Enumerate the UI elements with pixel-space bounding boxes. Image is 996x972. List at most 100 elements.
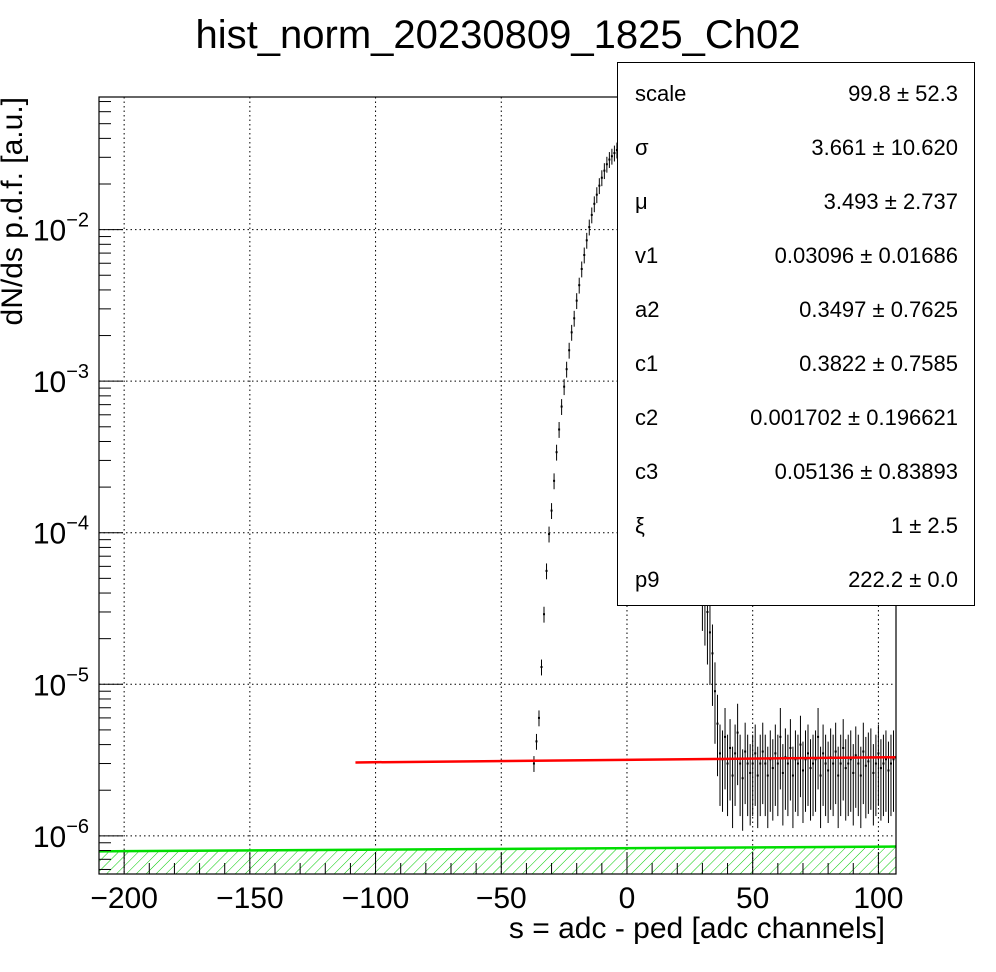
- stats-value: 222.2 ± 0.0: [848, 567, 958, 592]
- data-point: [711, 652, 714, 655]
- data-point: [532, 762, 535, 765]
- stats-row-c3: c3 0.05136 ± 0.83893: [618, 443, 974, 497]
- x-tick-label: 50: [736, 882, 769, 915]
- stats-value: 3.661 ± 10.620: [811, 135, 958, 160]
- data-point: [786, 762, 789, 765]
- data-point: [887, 769, 890, 772]
- data-point: [568, 349, 571, 352]
- y-tick-label: 10−3: [33, 361, 89, 399]
- data-point: [882, 762, 885, 765]
- data-point: [789, 746, 792, 749]
- data-point: [796, 762, 799, 765]
- data-point: [590, 213, 593, 216]
- data-point: [864, 764, 867, 767]
- stats-value: 0.3497 ± 0.7625: [799, 297, 958, 322]
- data-point: [565, 368, 568, 371]
- data-point: [812, 762, 815, 765]
- data-point: [555, 451, 558, 454]
- data-point: [759, 762, 762, 765]
- data-point: [776, 762, 779, 765]
- data-point: [751, 762, 754, 765]
- data-point: [746, 762, 749, 765]
- data-point: [839, 762, 842, 765]
- data-point: [779, 735, 782, 738]
- stats-value: 3.493 ± 2.737: [823, 189, 958, 214]
- data-point: [713, 690, 716, 693]
- stats-value: 0.3822 ± 0.7585: [799, 351, 958, 376]
- data-point: [877, 752, 880, 755]
- data-point: [879, 767, 882, 770]
- stats-value: 0.03096 ± 0.01686: [774, 243, 958, 268]
- stats-row-c1: c1 0.3822 ± 0.7585: [618, 335, 974, 389]
- stats-value: 1 ± 2.5: [890, 513, 958, 538]
- stats-row-c2: c2 0.001702 ± 0.196621: [618, 389, 974, 443]
- data-point: [570, 331, 573, 334]
- data-point: [708, 631, 711, 634]
- data-point: [537, 716, 540, 719]
- y-axis-label: dN/ds p.d.f. [a.u.]: [0, 97, 29, 325]
- data-point: [889, 762, 892, 765]
- y-tick-label: 10−5: [33, 664, 89, 702]
- stats-row-mu: μ 3.493 ± 2.737: [618, 173, 974, 227]
- stats-name: c1: [635, 351, 659, 376]
- stats-row-v1: v1 0.03096 ± 0.01686: [618, 227, 974, 281]
- data-point: [724, 735, 727, 738]
- y-tick-label: 10−2: [33, 210, 89, 248]
- data-point: [791, 774, 794, 777]
- data-point: [706, 610, 709, 613]
- tick-labels: −200 −150 −100 −50 0 50 100 10−6 10−5 10−4 10−3 10−…: [33, 210, 904, 915]
- data-point: [867, 760, 870, 763]
- data-point: [852, 771, 855, 774]
- stats-name: ξ: [635, 513, 645, 538]
- stats-name: scale: [635, 81, 687, 106]
- data-point: [548, 533, 551, 536]
- data-point: [874, 762, 877, 765]
- data-point: [862, 750, 865, 753]
- data-point: [560, 405, 563, 408]
- data-point: [761, 750, 764, 753]
- data-point: [553, 479, 556, 482]
- x-tick-label: −50: [476, 882, 527, 915]
- data-point: [832, 762, 835, 765]
- data-point: [610, 155, 613, 158]
- data-point: [854, 754, 857, 757]
- data-point: [595, 193, 598, 196]
- data-point: [774, 752, 777, 755]
- data-point: [872, 771, 875, 774]
- data-point: [716, 722, 719, 725]
- data-point: [847, 762, 850, 765]
- data-point: [809, 767, 812, 770]
- x-tick-label: −150: [216, 882, 284, 915]
- y-tick-label: 10−4: [33, 513, 89, 551]
- axis-ticks: [98, 101, 879, 874]
- stats-row-xi: ξ 1 ± 2.5: [618, 497, 974, 551]
- stats-name: p9: [635, 567, 660, 592]
- data-point: [598, 184, 601, 187]
- x-tick-label: 100: [853, 882, 903, 915]
- data-point: [807, 752, 810, 755]
- stats-name: σ: [635, 135, 649, 160]
- data-point: [545, 569, 548, 572]
- stats-name: μ: [635, 189, 648, 214]
- data-point: [859, 774, 862, 777]
- data-point: [849, 758, 852, 761]
- stats-row-sigma: σ 3.661 ± 10.620: [618, 119, 974, 173]
- data-point: [756, 774, 759, 777]
- chart-title: hist_norm_20230809_1825_Ch02: [196, 13, 801, 57]
- data-point: [754, 752, 757, 755]
- data-point: [726, 762, 729, 765]
- data-point: [837, 774, 840, 777]
- data-point: [817, 735, 820, 738]
- data-point: [731, 774, 734, 777]
- data-point: [892, 758, 895, 761]
- data-point: [744, 750, 747, 753]
- data-point: [605, 163, 608, 166]
- y-tick-label: 10−6: [33, 816, 89, 854]
- x-tick-label: −100: [342, 882, 410, 915]
- data-point: [749, 771, 752, 774]
- data-point: [736, 731, 739, 734]
- green-fit-curve: [99, 845, 896, 853]
- data-point: [573, 317, 576, 320]
- data-point: [799, 743, 802, 746]
- x-tick-label: 0: [619, 882, 636, 915]
